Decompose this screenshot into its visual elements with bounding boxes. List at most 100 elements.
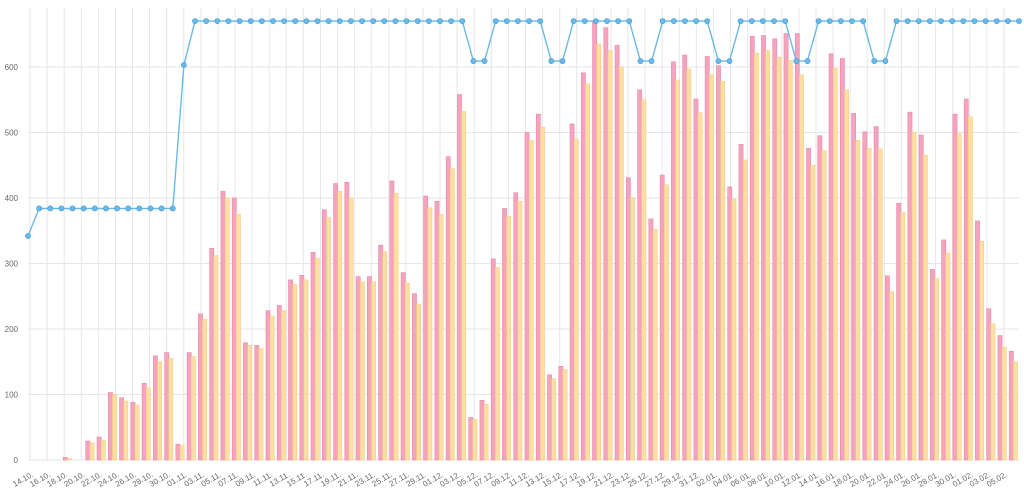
bar-series-1 [704,56,710,461]
line-point [548,58,555,64]
bar-series-1 [648,218,654,461]
bar-series-1 [986,308,992,461]
bar-series-2 [596,43,602,461]
bar-series-1 [490,258,496,461]
bar-series-2 [202,318,208,461]
bar-series-1 [772,38,778,461]
bar-series-2 [652,229,658,461]
line-point [837,18,844,25]
bar-series-2 [528,140,534,461]
bar-series-2 [461,111,467,461]
line-point [1004,18,1011,25]
bar-series-1 [321,209,327,461]
bar-series-2 [145,387,151,461]
line-point [180,62,187,68]
x-axis-tick-labels: 14.10.16.10.18.10.20.10.22.10.24.10.26.1… [11,470,1009,489]
bar-series-2 [979,240,985,461]
bar-series-1 [378,244,384,461]
bar-series-2 [404,282,410,461]
line-point [114,205,120,212]
line-point [91,205,98,212]
line-point [448,18,455,25]
bar-series-2 [168,358,174,461]
bar-series-1 [580,72,586,461]
bar-series-1 [186,352,192,461]
bar-series-1 [862,131,868,461]
line-point [359,18,365,25]
line-point [203,18,210,25]
line-point [971,18,978,25]
bar-series-1 [220,191,226,461]
line-point [737,18,744,25]
line-point [659,18,666,25]
bar-series-1 [524,132,530,461]
line-point [158,205,165,212]
bar-series-2 [866,147,872,461]
bar-series-2 [348,197,354,461]
bar-series-2 [720,81,726,461]
line-point [915,18,922,25]
line-point [336,18,343,25]
line-point [192,18,198,25]
bar-series-1 [637,89,643,461]
bar-series-1 [265,310,271,461]
line-point [281,18,288,25]
line-point [893,18,900,25]
line-point [938,18,944,25]
bar-series-2 [190,356,196,461]
line-point [503,18,510,25]
bar-series-2 [607,50,613,461]
y-tick-label: 600 [5,63,19,72]
line-point [849,18,855,25]
line-point [882,58,889,64]
y-tick-label: 500 [5,128,19,137]
bar-series-2 [754,52,759,461]
line-point [36,205,43,212]
line-point [348,18,354,25]
bar-series-1 [930,269,935,461]
bar-series-2 [540,126,545,461]
line-point [403,18,410,25]
bar-series-1 [209,248,215,461]
line-point [526,18,532,25]
line-point [303,18,310,25]
bar-series-1 [671,61,676,461]
bar-series-2 [855,140,861,461]
bar-series-1 [828,53,834,461]
line-point [537,18,544,25]
line-point [982,18,989,25]
line-point [748,18,755,25]
line-point [815,18,822,25]
bar-series-1 [535,113,541,461]
bar-series-2 [281,310,286,461]
bar-series-1 [276,305,282,461]
bar-series-1 [682,54,688,461]
bar-series-1 [153,355,158,461]
bar-series-2 [427,207,433,461]
line-point [125,205,132,212]
line-point [25,233,31,239]
line-point [459,18,466,25]
line-point [860,18,867,25]
bar-series-2 [810,164,816,461]
bar-series-2 [675,79,680,461]
bar-series-2 [821,150,827,461]
line-point [826,18,833,25]
line-point [325,18,332,25]
line-point [637,58,644,64]
line-point [214,18,221,25]
bar-series-1 [1008,350,1014,461]
y-axis-tick-labels: 0 100 200 300 400 500 600 [5,63,19,465]
bar-series-2 [269,315,275,461]
bar-series-2 [179,445,185,461]
bar-series-1 [749,35,755,461]
bar-series [62,21,1018,461]
bar-series-2 [889,291,894,461]
line-point [670,18,677,25]
bar-series-2 [934,278,940,461]
bar-series-1 [839,58,845,461]
y-tick-label: 200 [5,325,19,334]
bar-series-2 [799,74,804,461]
bar-series-2 [303,279,309,461]
